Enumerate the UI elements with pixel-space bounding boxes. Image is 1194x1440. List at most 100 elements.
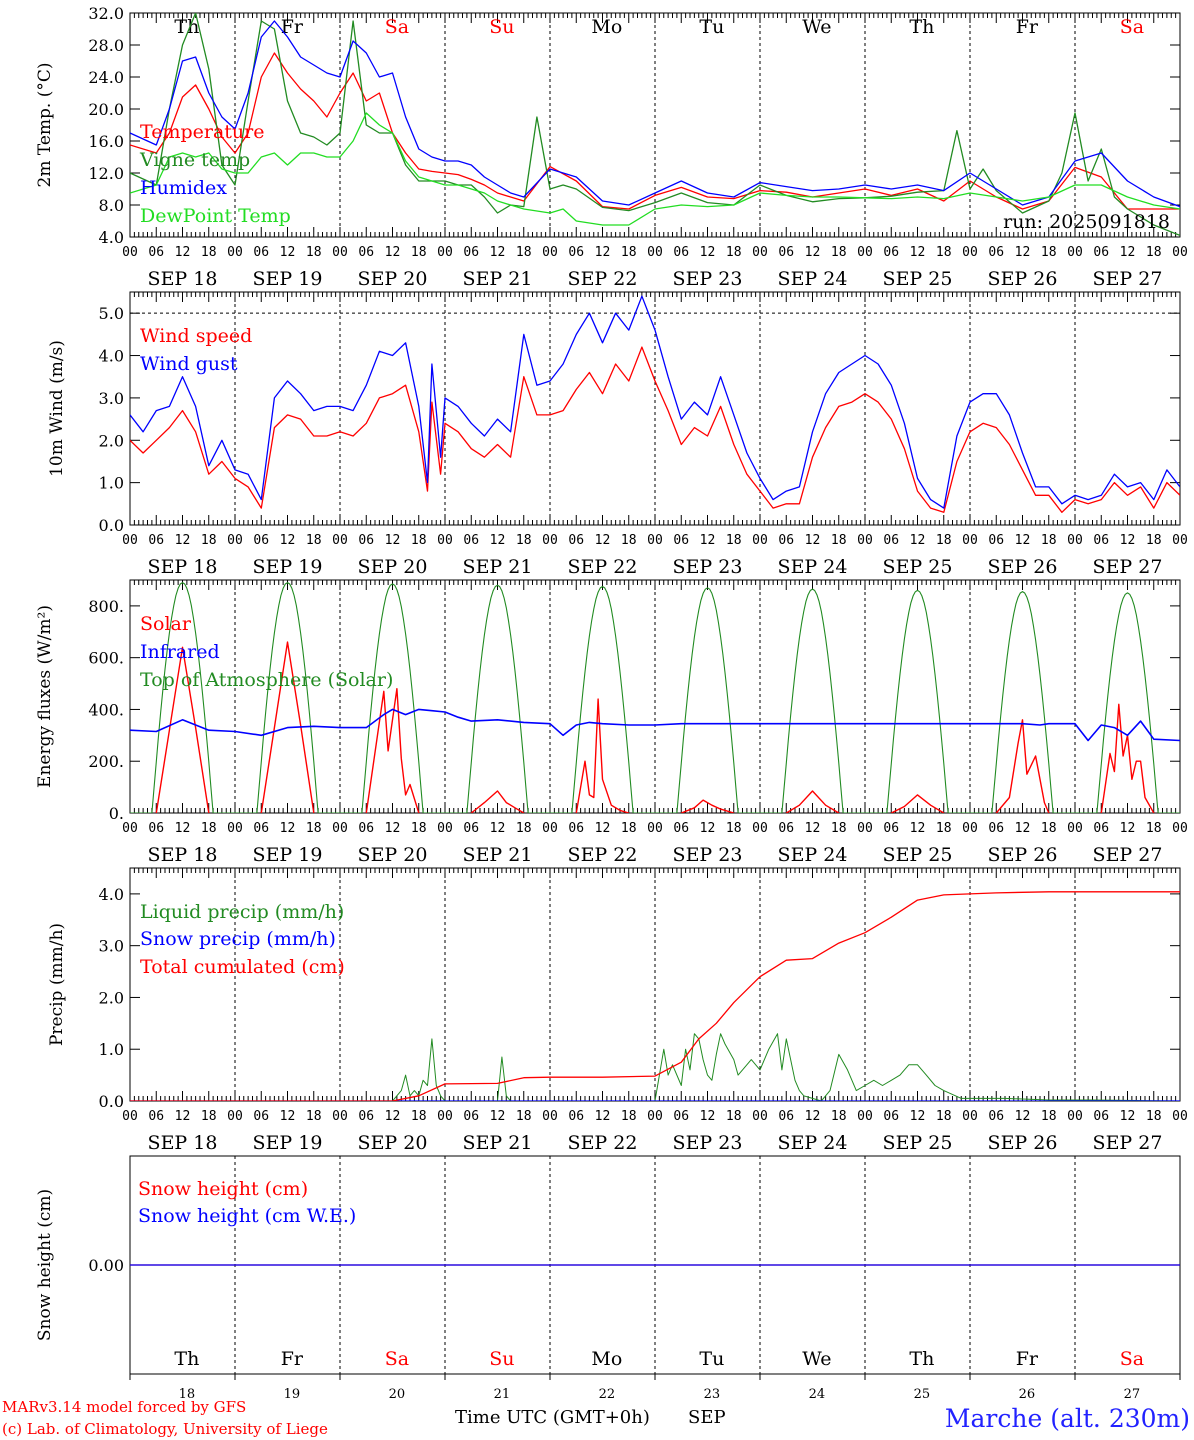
x-hour-label: 06 bbox=[568, 821, 584, 836]
legend-entry: Wind gust bbox=[140, 353, 238, 375]
y-tick-label: 4.0 bbox=[99, 347, 124, 366]
x-hour-label: 00 bbox=[1067, 533, 1083, 548]
x-date-label: SEP 20 bbox=[358, 1132, 428, 1154]
x-hour-label: 00 bbox=[227, 245, 243, 260]
y-tick-label: 16.0 bbox=[88, 132, 124, 151]
x-hour-label: 12 bbox=[280, 245, 296, 260]
x-hour-label: 12 bbox=[910, 821, 926, 836]
x-hour-label: 00 bbox=[122, 821, 138, 836]
x-hour-label: 00 bbox=[857, 533, 873, 548]
x-date-label: SEP 27 bbox=[1093, 1132, 1163, 1154]
solar-line bbox=[1100, 703, 1155, 813]
x-hour-label: 06 bbox=[778, 245, 794, 260]
run-annotation: run: 2025091818 bbox=[1003, 211, 1170, 233]
y-axis-label: 10m Wind (m/s) bbox=[47, 340, 67, 477]
x-date-label: SEP 21 bbox=[463, 556, 533, 578]
y-tick-label: 800. bbox=[88, 597, 124, 616]
x-hour-label: 00 bbox=[227, 533, 243, 548]
day-abbr-label: We bbox=[802, 16, 831, 38]
x-date-label: SEP 21 bbox=[463, 844, 533, 866]
x-hour-label: 00 bbox=[1067, 245, 1083, 260]
day-number-label: 19 bbox=[284, 1387, 301, 1402]
series-line-wind-gust bbox=[130, 295, 1180, 509]
x-hour-label: 06 bbox=[778, 1109, 794, 1124]
legend-entry: Liquid precip (mm/h) bbox=[140, 901, 344, 923]
x-hour-label: 12 bbox=[490, 821, 506, 836]
x-date-label: SEP 19 bbox=[253, 844, 323, 866]
solar-line bbox=[890, 794, 945, 813]
y-tick-label: 0.00 bbox=[88, 1256, 124, 1275]
x-hour-label: 06 bbox=[463, 533, 479, 548]
x-date-label: SEP 26 bbox=[988, 556, 1058, 578]
x-hour-label: 00 bbox=[752, 821, 768, 836]
x-hour-label: 00 bbox=[962, 1109, 978, 1124]
y-tick-label: 8.0 bbox=[99, 196, 124, 215]
day-abbr-label: Sa bbox=[1120, 16, 1144, 38]
x-hour-label: 18 bbox=[726, 821, 742, 836]
x-hour-label: 12 bbox=[385, 533, 401, 548]
day-abbr-label: Th bbox=[909, 16, 934, 38]
series-line-humidex bbox=[130, 20, 1180, 208]
x-hour-label: 18 bbox=[306, 245, 322, 260]
x-hour-label: 00 bbox=[227, 821, 243, 836]
x-hour-label: 18 bbox=[306, 821, 322, 836]
solar-line bbox=[260, 641, 315, 813]
toa-solar-line bbox=[865, 589, 970, 813]
x-hour-label: 00 bbox=[962, 245, 978, 260]
toa-solar-line bbox=[550, 585, 655, 813]
x-hour-label: 06 bbox=[253, 1109, 269, 1124]
x-hour-label: 06 bbox=[568, 245, 584, 260]
y-axis-label: 2m Temp. (°C) bbox=[35, 62, 55, 187]
day-abbr-label: Sa bbox=[385, 16, 409, 38]
x-hour-label: 18 bbox=[936, 533, 952, 548]
y-axis-label: Snow height (cm) bbox=[35, 1189, 55, 1341]
solar-line bbox=[470, 790, 525, 813]
legend-entry: Humidex bbox=[140, 177, 227, 199]
day-abbr-label: Tu bbox=[699, 16, 724, 38]
x-hour-label: 12 bbox=[700, 1109, 716, 1124]
x-hour-label: 06 bbox=[358, 533, 374, 548]
x-hour-label: 00 bbox=[647, 245, 663, 260]
day-abbr-label: Su bbox=[489, 16, 514, 38]
x-hour-label: 00 bbox=[962, 533, 978, 548]
toa-solar-line bbox=[235, 582, 340, 813]
x-hour-label: 12 bbox=[700, 821, 716, 836]
x-hour-label: 06 bbox=[253, 533, 269, 548]
x-date-label: SEP 22 bbox=[568, 268, 638, 290]
x-hour-label: 06 bbox=[988, 1109, 1004, 1124]
x-hour-label: 12 bbox=[595, 533, 611, 548]
day-number-label: 22 bbox=[599, 1387, 616, 1402]
x-hour-label: 00 bbox=[857, 1109, 873, 1124]
x-hour-label: 18 bbox=[1146, 821, 1162, 836]
x-hour-label: 18 bbox=[831, 533, 847, 548]
x-hour-label: 12 bbox=[385, 1109, 401, 1124]
x-date-label: SEP 25 bbox=[883, 268, 953, 290]
x-hour-label: 12 bbox=[1120, 533, 1136, 548]
x-date-label: SEP 18 bbox=[148, 844, 218, 866]
x-hour-label: 06 bbox=[988, 245, 1004, 260]
day-abbr-label: Fr bbox=[281, 16, 304, 38]
x-hour-label: 18 bbox=[306, 533, 322, 548]
legend-entry: Snow height (cm) bbox=[138, 1178, 308, 1200]
x-date-label: SEP 25 bbox=[883, 1132, 953, 1154]
series-line-dewpoint-temp bbox=[130, 112, 1180, 226]
x-date-label: SEP 20 bbox=[358, 556, 428, 578]
plot-frame bbox=[129, 12, 1181, 238]
legend-entry: Total cumulated (cm) bbox=[140, 956, 345, 978]
x-hour-label: 00 bbox=[332, 821, 348, 836]
x-hour-label: 12 bbox=[175, 245, 191, 260]
toa-solar-line bbox=[130, 582, 235, 813]
y-axis-label: Energy fluxes (W/m²) bbox=[35, 605, 55, 788]
y-tick-label: 24.0 bbox=[88, 68, 124, 87]
x-hour-label: 12 bbox=[175, 821, 191, 836]
x-hour-label: 00 bbox=[227, 1109, 243, 1124]
day-abbr-label: Su bbox=[489, 1348, 514, 1370]
x-hour-label: 06 bbox=[673, 533, 689, 548]
x-hour-label: 12 bbox=[805, 245, 821, 260]
x-hour-label: 12 bbox=[1015, 533, 1031, 548]
x-hour-label: 00 bbox=[332, 1109, 348, 1124]
x-hour-label: 00 bbox=[647, 821, 663, 836]
x-hour-label: 00 bbox=[1067, 1109, 1083, 1124]
x-date-label: SEP 27 bbox=[1093, 556, 1163, 578]
x-date-label: SEP 23 bbox=[673, 556, 743, 578]
